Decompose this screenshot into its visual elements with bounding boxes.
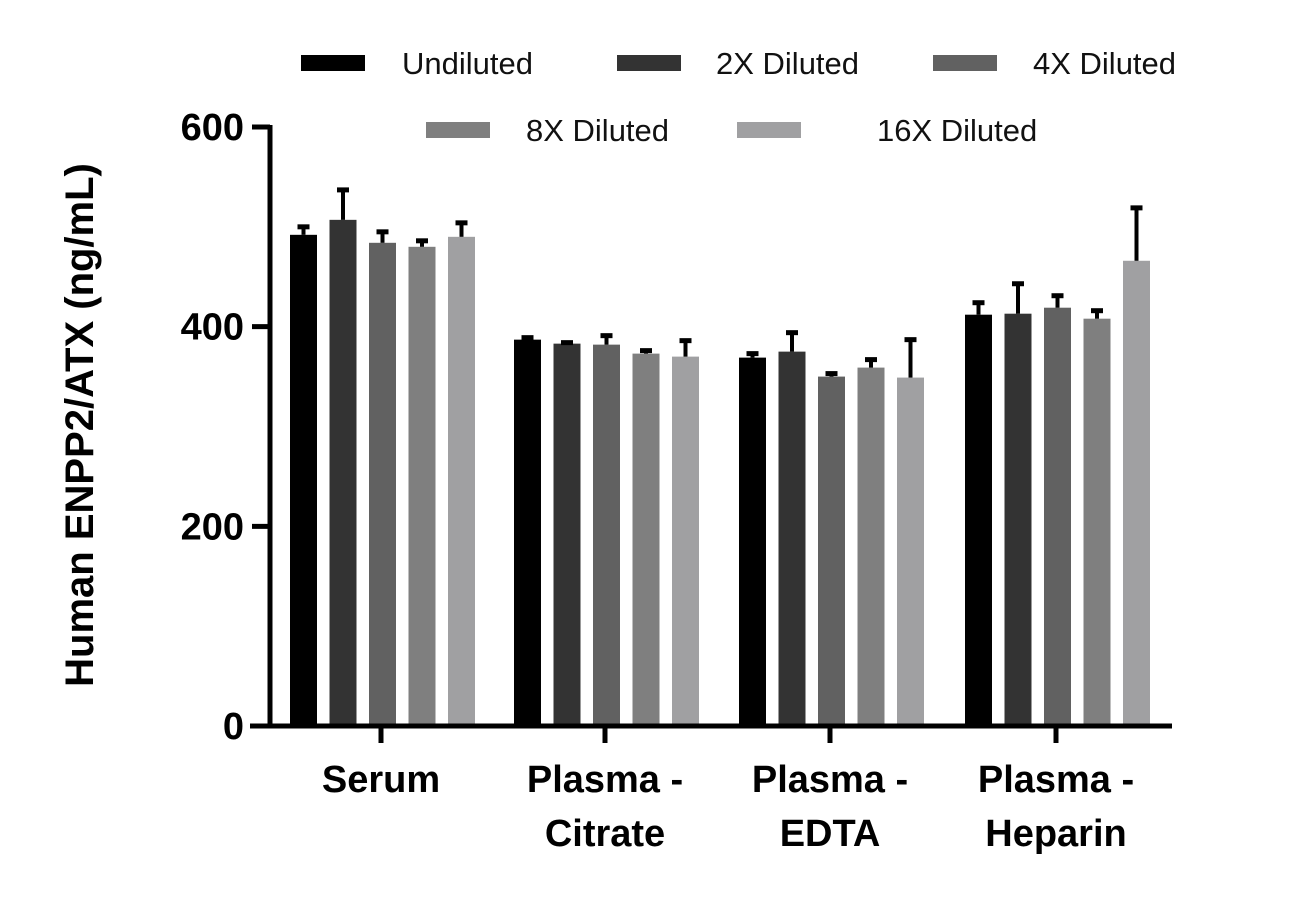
y-tick-label: 0	[223, 706, 244, 748]
legend-label: 16X Diluted	[877, 113, 1037, 148]
bar	[553, 343, 581, 726]
legend-label: Undiluted	[402, 46, 533, 81]
y-tick-label: 600	[181, 107, 244, 149]
bar	[593, 344, 620, 726]
legend-item: 4X Diluted	[933, 46, 1176, 81]
bar	[739, 357, 766, 726]
bar	[897, 377, 924, 726]
x-tick-label: Plasma -	[752, 759, 908, 801]
bar	[1004, 313, 1032, 726]
y-tick-label: 400	[181, 307, 244, 349]
bar	[514, 339, 541, 726]
bar	[672, 356, 699, 726]
bar	[329, 219, 357, 726]
legend-item: 2X Diluted	[617, 46, 859, 81]
legend-item: 8X Diluted	[426, 113, 669, 148]
bar	[1083, 318, 1111, 726]
bar	[778, 351, 806, 726]
bar	[818, 376, 845, 726]
bar	[290, 234, 317, 726]
legend-label: 2X Diluted	[716, 46, 859, 81]
legend-swatch	[301, 55, 365, 71]
bar	[632, 353, 660, 726]
legend-label: 8X Diluted	[526, 113, 669, 148]
bar	[965, 314, 992, 726]
legend-swatch	[737, 122, 801, 138]
x-tick-label: Plasma -	[527, 759, 683, 801]
x-tick-label: Heparin	[985, 813, 1126, 855]
legend-swatch	[617, 55, 681, 71]
x-tick-label: Citrate	[545, 813, 665, 855]
legend-label: 4X Diluted	[1033, 46, 1176, 81]
bar	[369, 242, 396, 726]
bar	[857, 367, 885, 726]
x-tick-label: Plasma -	[978, 759, 1134, 801]
legend-item: Undiluted	[301, 46, 533, 81]
axes: 0 200 400 600 Serum Plasma - Citrate Plasma - ED…	[181, 107, 1172, 855]
bar	[408, 246, 436, 727]
legend: Undiluted 2X Diluted 4X Diluted 8X Diluted 1…	[301, 46, 1176, 148]
legend-item: 16X Diluted	[737, 113, 1037, 148]
y-axis-label: Human ENPP2/ATX (ng/mL)	[58, 163, 102, 687]
bars	[290, 187, 1150, 727]
bar	[1044, 307, 1071, 726]
legend-swatch	[426, 122, 490, 138]
bar	[1123, 260, 1150, 726]
x-tick-label: Serum	[322, 759, 440, 801]
legend-swatch	[933, 55, 997, 71]
x-tick-label: EDTA	[780, 813, 881, 855]
bar	[448, 236, 475, 727]
y-tick-label: 200	[181, 506, 244, 548]
